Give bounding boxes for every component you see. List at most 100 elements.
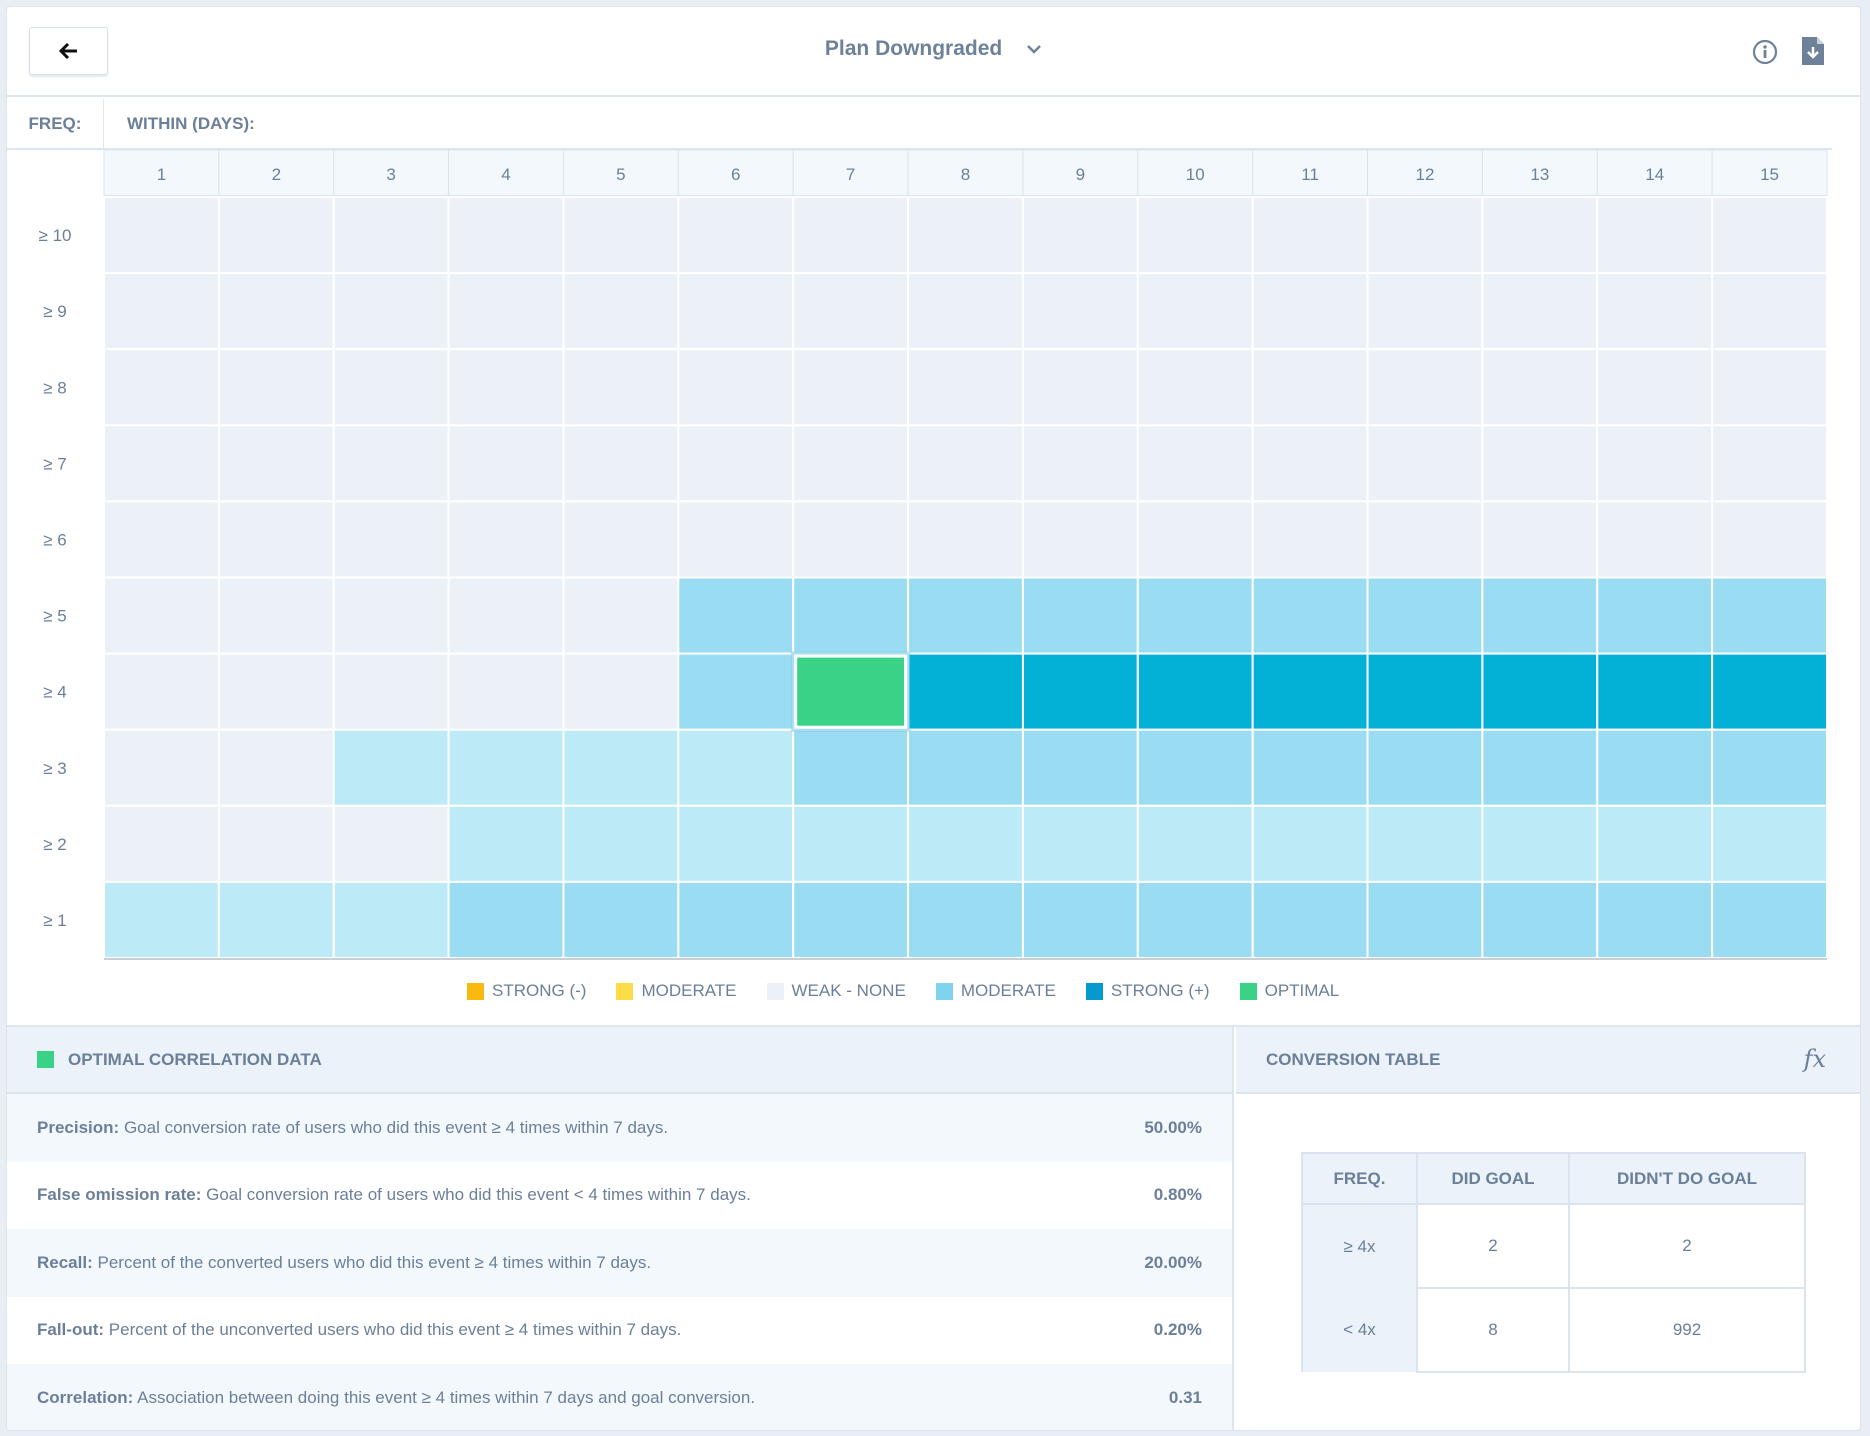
heatmap-cell[interactable] (792, 196, 910, 275)
heatmap-cell[interactable] (332, 500, 450, 579)
heatmap-cell[interactable] (1136, 424, 1254, 503)
heatmap-cell[interactable] (1251, 424, 1369, 503)
heatmap-cell[interactable] (1251, 652, 1369, 731)
heatmap-cell[interactable] (1481, 348, 1599, 427)
heatmap-cell[interactable] (562, 500, 680, 579)
heatmap-cell[interactable] (1481, 424, 1599, 503)
heatmap-cell[interactable] (1596, 196, 1714, 275)
heatmap-cell[interactable] (562, 424, 680, 503)
heatmap-cell[interactable] (907, 348, 1024, 427)
heatmap-cell[interactable] (677, 196, 795, 275)
heatmap-cell[interactable] (677, 804, 795, 883)
heatmap-cell[interactable] (1251, 196, 1369, 275)
heatmap-cell[interactable] (792, 348, 910, 427)
heatmap-cell[interactable] (1596, 804, 1714, 883)
heatmap-cell[interactable] (103, 272, 220, 351)
heatmap-cell[interactable] (792, 804, 910, 883)
heatmap-cell[interactable] (447, 804, 565, 883)
heatmap-cell-optimal[interactable] (797, 657, 905, 726)
heatmap-cell[interactable] (1366, 500, 1484, 579)
heatmap-cell[interactable] (1021, 500, 1139, 579)
heatmap-cell[interactable] (332, 196, 450, 275)
heatmap-cell[interactable] (1366, 652, 1484, 731)
heatmap-cell[interactable] (562, 576, 680, 655)
event-selector[interactable]: Plan Downgraded (7, 37, 1860, 61)
heatmap-cell[interactable] (217, 728, 335, 807)
heatmap-cell[interactable] (1136, 804, 1254, 883)
heatmap-cell[interactable] (1596, 272, 1714, 351)
heatmap-cell[interactable] (1021, 804, 1139, 883)
heatmap-cell[interactable] (907, 728, 1024, 807)
heatmap-cell[interactable] (1021, 424, 1139, 503)
heatmap-cell[interactable] (677, 880, 795, 960)
file-download-icon[interactable] (1802, 37, 1824, 65)
heatmap-cell[interactable] (447, 424, 565, 503)
heatmap-cell[interactable] (103, 500, 220, 579)
heatmap-cell[interactable] (1481, 880, 1599, 960)
heatmap-cell[interactable] (562, 348, 680, 427)
back-button[interactable] (29, 27, 108, 75)
heatmap-cell[interactable] (1711, 652, 1828, 731)
heatmap-cell[interactable] (1366, 804, 1484, 883)
heatmap-cell[interactable] (1021, 652, 1139, 731)
heatmap-cell[interactable] (447, 728, 565, 807)
heatmap-cell[interactable] (103, 348, 220, 427)
heatmap-cell[interactable] (332, 424, 450, 503)
heatmap-cell[interactable] (677, 728, 795, 807)
heatmap-cell[interactable] (217, 576, 335, 655)
heatmap-cell[interactable] (1596, 424, 1714, 503)
heatmap-cell[interactable] (1366, 272, 1484, 351)
heatmap-cell[interactable] (103, 196, 220, 275)
heatmap-cell[interactable] (1366, 424, 1484, 503)
heatmap-cell[interactable] (562, 728, 680, 807)
heatmap-cell[interactable] (103, 880, 220, 960)
heatmap-cell[interactable] (103, 576, 220, 655)
heatmap-cell[interactable] (1366, 880, 1484, 960)
heatmap-cell[interactable] (447, 500, 565, 579)
heatmap-cell[interactable] (332, 652, 450, 731)
heatmap-cell[interactable] (447, 652, 565, 731)
heatmap-cell[interactable] (1711, 500, 1828, 579)
heatmap-cell[interactable] (1366, 576, 1484, 655)
heatmap-cell[interactable] (792, 880, 910, 960)
heatmap-cell[interactable] (1021, 576, 1139, 655)
heatmap-cell[interactable] (1711, 272, 1828, 351)
heatmap-cell[interactable] (1251, 880, 1369, 960)
heatmap-cell[interactable] (217, 500, 335, 579)
heatmap-cell[interactable] (1251, 728, 1369, 807)
heatmap-cell[interactable] (562, 880, 680, 960)
heatmap-cell[interactable] (792, 272, 910, 351)
heatmap-cell[interactable] (103, 424, 220, 503)
heatmap-cell[interactable] (1251, 348, 1369, 427)
heatmap-cell[interactable] (792, 500, 910, 579)
heatmap-cell[interactable] (907, 880, 1024, 960)
heatmap-cell[interactable] (447, 348, 565, 427)
heatmap-cell[interactable] (217, 196, 335, 275)
heatmap-cell[interactable] (562, 652, 680, 731)
heatmap-cell[interactable] (1136, 652, 1254, 731)
heatmap-cell[interactable] (792, 728, 910, 807)
heatmap-cell[interactable] (1136, 500, 1254, 579)
heatmap-cell[interactable] (792, 576, 910, 655)
heatmap-cell[interactable] (217, 348, 335, 427)
heatmap-cell[interactable] (562, 196, 680, 275)
heatmap-cell[interactable] (1136, 196, 1254, 275)
heatmap-cell[interactable] (1711, 576, 1828, 655)
heatmap-cell[interactable] (677, 576, 795, 655)
heatmap-cell[interactable] (677, 500, 795, 579)
heatmap-cell[interactable] (1481, 500, 1599, 579)
heatmap-cell[interactable] (1021, 272, 1139, 351)
heatmap-cell[interactable] (1021, 880, 1139, 960)
heatmap-cell[interactable] (1366, 348, 1484, 427)
heatmap-cell[interactable] (332, 728, 450, 807)
heatmap-cell[interactable] (332, 272, 450, 351)
heatmap-cell[interactable] (1596, 728, 1714, 807)
heatmap-cell[interactable] (907, 500, 1024, 579)
heatmap-cell[interactable] (1711, 728, 1828, 807)
heatmap-cell[interactable] (907, 804, 1024, 883)
heatmap-cell[interactable] (907, 196, 1024, 275)
heatmap-cell[interactable] (217, 272, 335, 351)
heatmap-cell[interactable] (677, 348, 795, 427)
heatmap-cell[interactable] (1596, 576, 1714, 655)
heatmap-cell[interactable] (447, 880, 565, 960)
